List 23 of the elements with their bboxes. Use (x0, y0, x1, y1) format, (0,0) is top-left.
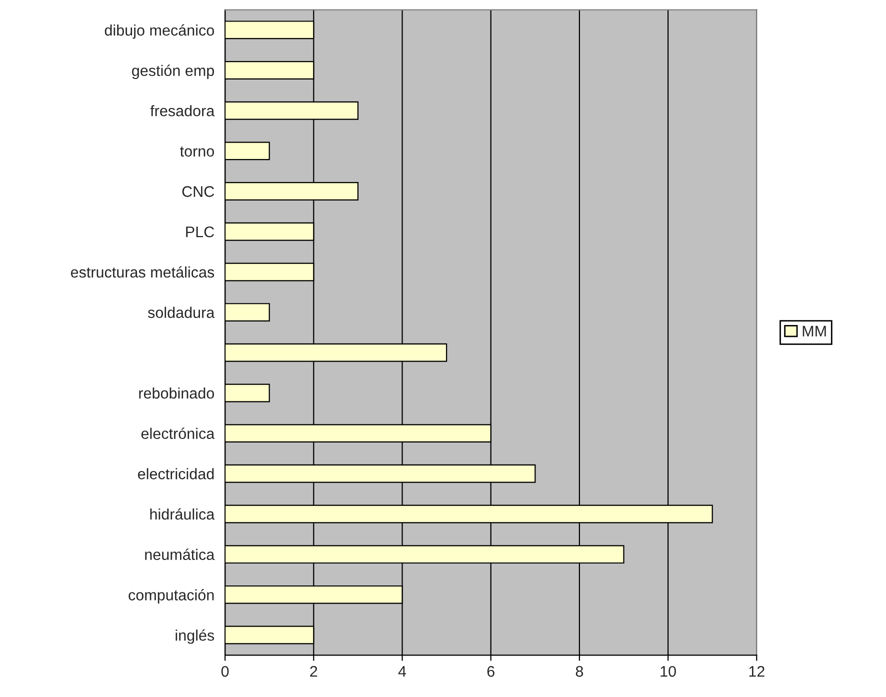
x-tick-label: 10 (660, 666, 676, 677)
y-tick-label: inglés (176, 629, 214, 644)
x-tick-label: 4 (398, 666, 406, 677)
y-tick-label: torno (180, 146, 214, 157)
y-tick-label: neumática (145, 548, 215, 560)
x-tick-label: 12 (749, 666, 764, 677)
y-tick-label: electrónica (141, 428, 215, 439)
y-tick-label: CNC (182, 186, 214, 197)
x-tick-label: 8 (576, 666, 584, 677)
x-tick-label: 0 (221, 666, 229, 677)
y-tick-label: estructuras metálicas (70, 266, 214, 278)
legend-label: MM (802, 326, 826, 336)
y-tick-label: PLC (186, 226, 214, 238)
y-tick-label: fresadora (150, 105, 215, 116)
y-tick-label: computación (128, 589, 214, 604)
y-tick-label: dibujo mecánico (104, 24, 214, 39)
y-tick-label: soldadura (148, 306, 215, 318)
y-tick-label: rebobinado (139, 387, 214, 399)
x-tick-label: 2 (310, 666, 318, 677)
x-tick-label: 6 (487, 666, 494, 677)
y-tick-label: electricidad (138, 468, 214, 480)
y-tick-label: gestión emp (132, 64, 214, 80)
y-tick-label: hidráulica (150, 508, 215, 520)
